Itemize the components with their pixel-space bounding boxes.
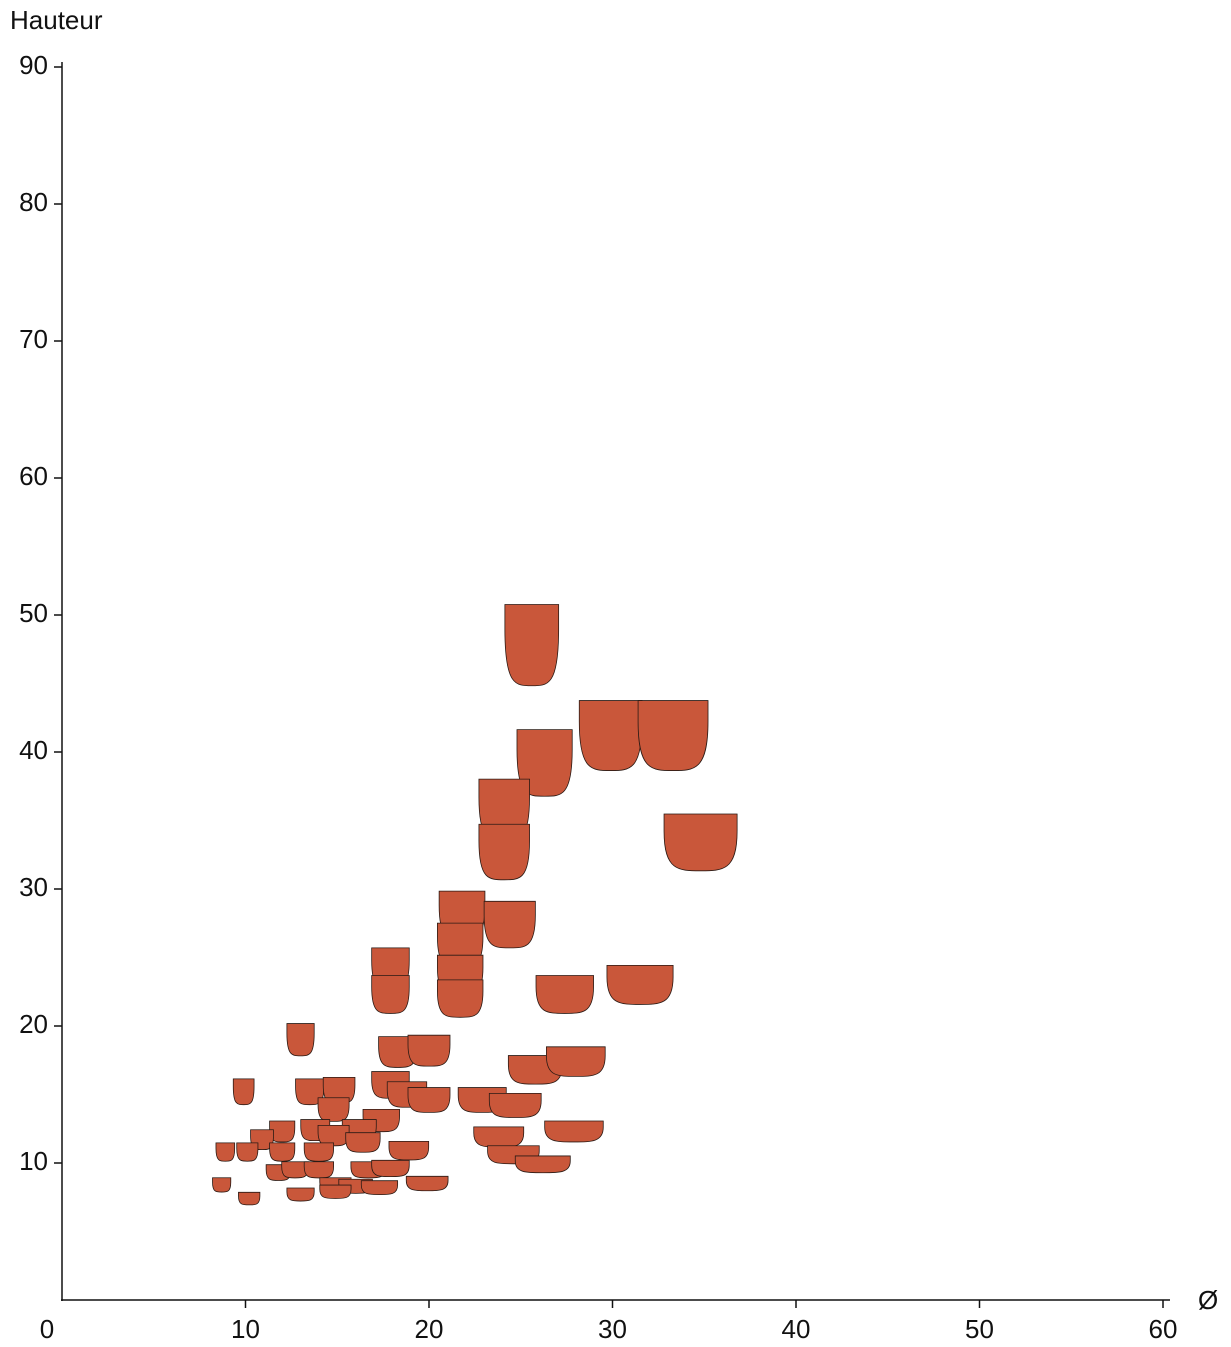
- y-tick-label: 90: [19, 50, 48, 80]
- vessel: [238, 1191, 261, 1206]
- vessel: [488, 1092, 542, 1118]
- vessel: [516, 729, 573, 797]
- vessel: [215, 1142, 236, 1162]
- vessel: [483, 900, 536, 949]
- vessel: [606, 964, 674, 1005]
- y-tick-label: 80: [19, 187, 48, 217]
- x-axis-label: Ø: [1198, 1285, 1218, 1315]
- vessel: [535, 975, 594, 1014]
- vessel: [407, 1087, 451, 1113]
- vessel: [473, 1126, 525, 1148]
- vessel: [663, 813, 738, 872]
- vessel: [303, 1142, 334, 1162]
- y-tick-label: 40: [19, 735, 48, 765]
- vessel: [319, 1184, 352, 1199]
- vessel: [514, 1155, 571, 1174]
- vessel: [360, 1180, 399, 1196]
- vessel: [405, 1175, 449, 1192]
- vessel: [371, 1159, 410, 1178]
- vessel: [212, 1177, 232, 1193]
- x-tick-label: 20: [415, 1314, 444, 1344]
- vessel: [637, 700, 709, 771]
- x-tick-label: 40: [782, 1314, 811, 1344]
- vessel: [236, 1142, 259, 1162]
- y-tick-label: 10: [19, 1146, 48, 1176]
- vessel: [232, 1078, 255, 1106]
- vessel: [578, 700, 643, 771]
- x-tick-label: 0: [40, 1314, 54, 1344]
- x-tick-label: 60: [1149, 1314, 1178, 1344]
- y-tick-label: 20: [19, 1009, 48, 1039]
- x-tick-label: 10: [231, 1314, 260, 1344]
- vessel: [478, 823, 530, 881]
- vessel: [407, 1034, 451, 1067]
- y-tick-label: 50: [19, 598, 48, 628]
- vessel: [269, 1142, 296, 1162]
- vessel: [504, 604, 560, 687]
- vessel: [317, 1097, 350, 1122]
- vessel: [388, 1141, 430, 1161]
- y-axis-label: Hauteur: [10, 5, 103, 35]
- vessel: [371, 975, 410, 1014]
- x-tick-label: 50: [965, 1314, 994, 1344]
- vessel: [544, 1120, 604, 1143]
- x-tick-label: 30: [598, 1314, 627, 1344]
- vessel: [345, 1132, 381, 1153]
- y-tick-label: 70: [19, 324, 48, 354]
- y-tick-label: 30: [19, 872, 48, 902]
- vessel: [286, 1187, 315, 1202]
- vessel: [286, 1023, 315, 1057]
- vessel: [546, 1046, 606, 1077]
- y-tick-label: 60: [19, 461, 48, 491]
- vessel: [303, 1161, 334, 1179]
- vessel: [437, 979, 484, 1018]
